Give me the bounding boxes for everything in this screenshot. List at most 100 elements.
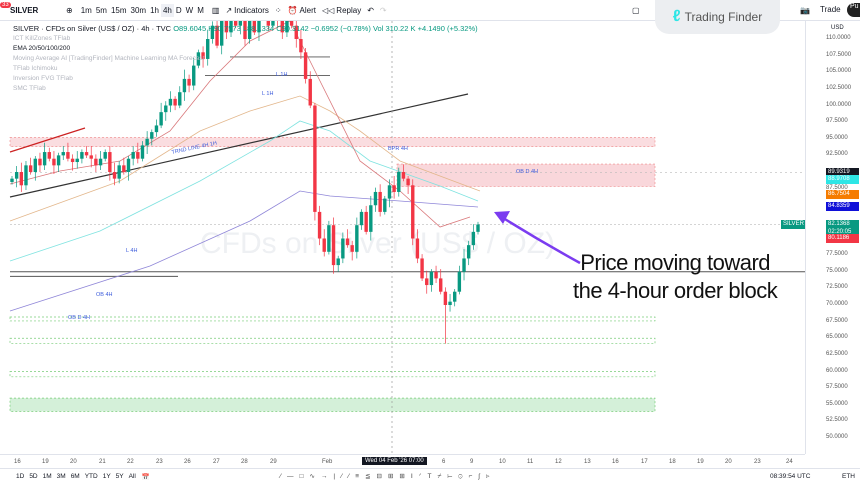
indicators-icon: ↗ <box>225 5 233 15</box>
range-5D[interactable]: 5D <box>29 473 38 480</box>
candle <box>247 21 252 39</box>
candle <box>150 132 154 139</box>
price-tick: 67.5000 <box>826 317 848 324</box>
candle <box>224 21 229 33</box>
time-tick: 27 <box>213 459 220 465</box>
undo-icon[interactable]: ↶ <box>367 5 374 15</box>
indicator-legend-item[interactable]: Inversion FVG TFlab <box>13 75 73 82</box>
alert-label: Alert <box>299 5 316 15</box>
session-toggle[interactable]: ETH <box>842 473 855 480</box>
indicator-legend-item[interactable]: SMC TFlab <box>13 85 46 92</box>
drawing-tools[interactable]: ⁄—□∿→|⁄⁄≡≦⊟⊞⊞ⅠᐟT⌿⊢⊙⌐ʃ⊳ <box>279 473 496 480</box>
price-tick: 65.0000 <box>826 334 848 341</box>
indicator-legend-item[interactable]: Moving Average AI [TradingFinder] Machin… <box>13 55 205 62</box>
time-tick: 24 <box>786 459 793 465</box>
indicator-legend-item[interactable]: ICT KillZones TFlab <box>13 35 71 42</box>
range-All[interactable]: All <box>128 473 136 480</box>
clock: 08:39:54 UTC <box>770 473 811 480</box>
candle <box>122 165 126 172</box>
timeframe-15m[interactable]: 15m <box>110 5 127 15</box>
demand-zone <box>9 397 656 412</box>
time-tick: 16 <box>14 459 21 465</box>
candle <box>392 185 396 192</box>
candle <box>369 205 373 232</box>
candle <box>47 152 51 159</box>
candle <box>70 158 75 163</box>
goto-date-icon[interactable]: 📅 <box>141 473 150 481</box>
candle <box>210 25 215 39</box>
candle <box>126 158 131 172</box>
candle <box>28 165 33 172</box>
timeframe-4h[interactable]: 4h <box>160 3 174 17</box>
range-1M[interactable]: 1M <box>42 473 52 480</box>
trade-button[interactable]: Trade <box>820 5 841 14</box>
timeframe-1h[interactable]: 1h <box>150 5 159 15</box>
candle <box>439 278 443 292</box>
chart-type-icon[interactable]: ▥ <box>211 5 220 15</box>
symbol-price-tag: SILVER <box>781 220 805 230</box>
time-tick: Feb <box>322 459 333 465</box>
symbol-search[interactable]: SILVER <box>10 5 39 15</box>
price-scale[interactable]: USD 110.0000 107.5000 105.0000 102.5000 100.… <box>781 21 860 454</box>
l1h-label: L 1H <box>276 72 287 78</box>
candle <box>322 238 326 252</box>
range-6M[interactable]: 6M <box>70 473 80 480</box>
time-tick: 20 <box>70 459 77 465</box>
candle <box>471 231 476 246</box>
time-tick: 19 <box>697 459 704 465</box>
timeframe-1m[interactable]: 1m <box>80 5 92 15</box>
ema-100 <box>9 95 481 222</box>
range-1D[interactable]: 1D <box>16 473 25 480</box>
fullscreen-icon[interactable]: ▢ <box>632 5 640 15</box>
redo-icon[interactable]: ↷ <box>379 5 387 15</box>
candle <box>112 172 117 179</box>
candle <box>10 178 14 182</box>
range-5Y[interactable]: 5Y <box>115 473 124 480</box>
candle <box>80 152 84 159</box>
replay-button[interactable]: ◁◁ Replay <box>322 6 361 15</box>
indicator-legend-item[interactable]: TFlab Ichimoku <box>13 65 58 72</box>
time-tick: 12 <box>555 459 562 465</box>
notification-badge[interactable]: 33 <box>0 2 11 8</box>
compare-icon[interactable]: ⊕ <box>66 5 73 15</box>
price-tick: 60.0000 <box>826 367 848 374</box>
timeframe-30m[interactable]: 30m <box>130 5 147 15</box>
candle <box>136 152 140 159</box>
indicators-label: Indicators <box>234 5 269 15</box>
publish-button[interactable]: Pu <box>847 3 860 17</box>
candle <box>453 291 457 302</box>
range-1Y[interactable]: 1Y <box>102 473 111 480</box>
candle <box>178 92 182 106</box>
range-3M[interactable]: 3M <box>56 473 66 480</box>
indicator-legend-item[interactable]: EMA 20/50/100/200 <box>13 45 71 52</box>
candle <box>327 225 331 252</box>
timeframe-D[interactable]: D <box>175 5 182 15</box>
candle <box>154 125 159 133</box>
candle <box>401 172 406 179</box>
price-tick: 110.0000 <box>826 35 851 41</box>
currency-select[interactable]: USD <box>831 25 844 31</box>
alarm-icon: ⏰ <box>287 5 298 15</box>
alert-button[interactable]: ⏰ Alert <box>288 6 316 15</box>
candle <box>173 98 177 106</box>
timeframe-M[interactable]: M <box>197 5 204 15</box>
candle <box>117 165 121 179</box>
price-chart[interactable]: CFDs on Silver (US$ / OZ)TRND LINE 4H 1H… <box>0 21 805 454</box>
templates-icon[interactable]: ⁘ <box>274 5 282 15</box>
price-tick: 52.5000 <box>826 417 848 424</box>
ema-200 <box>9 190 479 312</box>
candle <box>94 158 98 166</box>
candle <box>313 105 317 212</box>
range-YTD[interactable]: YTD <box>84 473 98 480</box>
timeframe-W[interactable]: W <box>185 5 194 15</box>
ema-50 <box>9 120 479 262</box>
price-label: 82.1368 <box>826 220 859 230</box>
candle <box>84 152 89 156</box>
time-axis[interactable]: 16 19 20 21 22 23 26 27 28 29 Feb 6 9 10 11 12 13 16 17 18 1… <box>0 454 805 468</box>
camera-icon[interactable]: 📷 <box>800 5 810 15</box>
indicators-button[interactable]: ↗ Indicators <box>225 6 268 15</box>
candle <box>201 52 205 59</box>
timeframe-5m[interactable]: 5m <box>95 5 107 15</box>
candle <box>38 158 42 166</box>
price-tick: 62.5000 <box>826 350 848 357</box>
